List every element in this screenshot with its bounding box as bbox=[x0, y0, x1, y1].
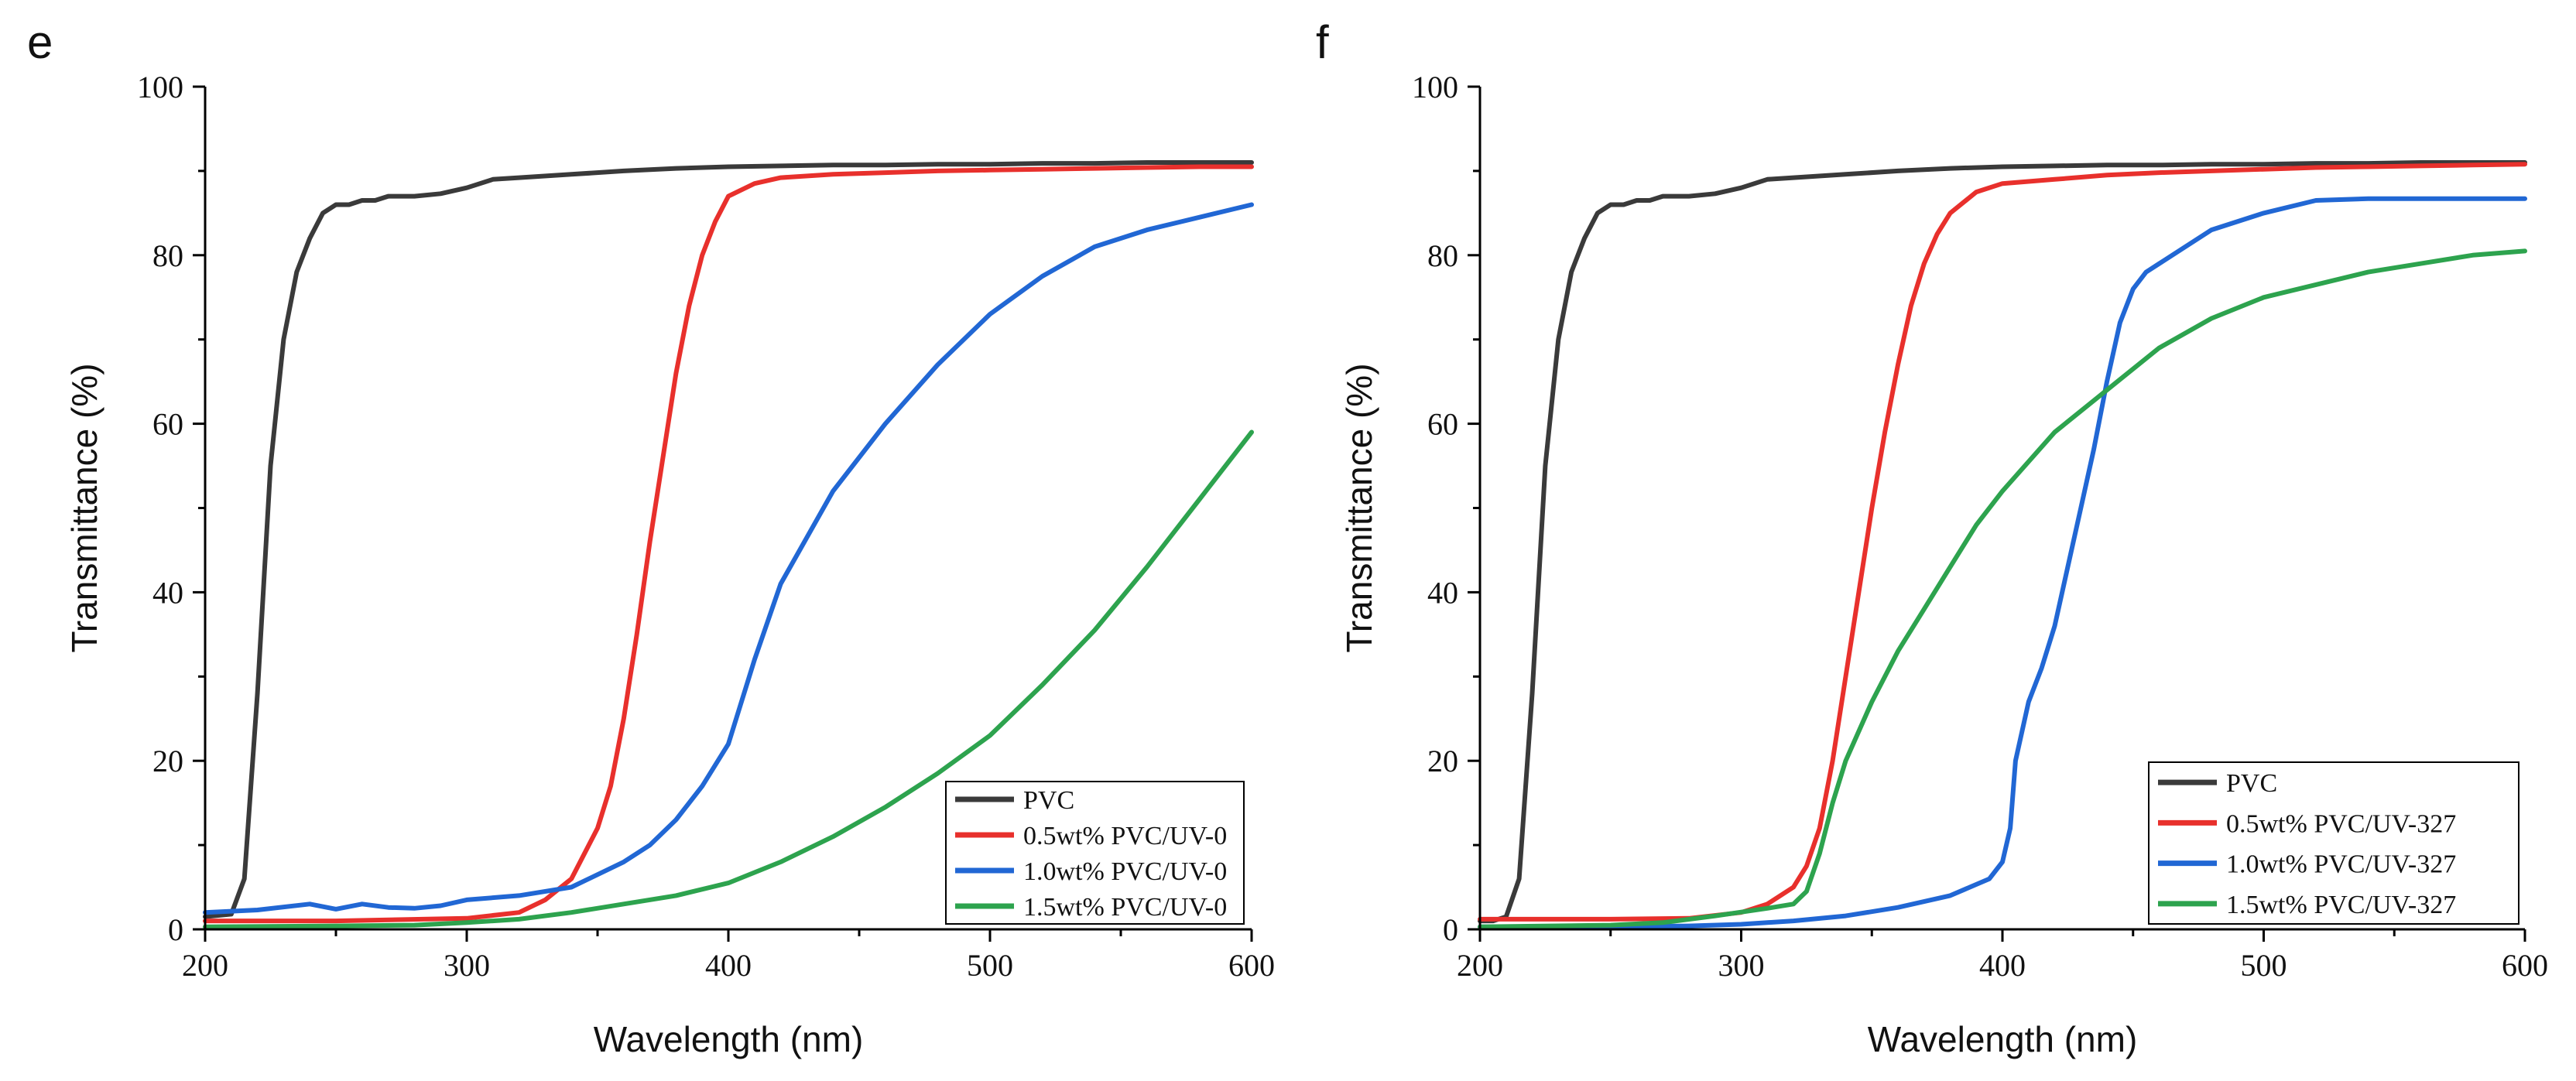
y-tick-label: 0 bbox=[168, 912, 183, 947]
legend-box bbox=[945, 781, 1245, 925]
x-tick-label: 200 bbox=[182, 948, 228, 983]
y-tick-label: 100 bbox=[137, 70, 183, 104]
series-group bbox=[203, 160, 1254, 929]
panel-e: e 200 300 400 500 600 0 20 40 60 80 100 Wavelength (… bbox=[27, 16, 1275, 1059]
y-tick-label: 60 bbox=[152, 407, 183, 442]
y-tick-label: 100 bbox=[1412, 70, 1458, 104]
x-tick-label: 600 bbox=[1228, 948, 1275, 983]
x-tick-label: 300 bbox=[1718, 948, 1765, 983]
y-tick-label: 0 bbox=[1443, 912, 1458, 947]
legend-label-1: 0.5wt% PVC/UV-0 bbox=[1023, 822, 1227, 850]
y-tick-label: 20 bbox=[1427, 744, 1458, 778]
x-tick-label: 500 bbox=[2241, 948, 2287, 983]
y-tick-label: 60 bbox=[1427, 407, 1458, 442]
x-tick-label: 500 bbox=[967, 948, 1013, 983]
x-tick-label: 200 bbox=[1457, 948, 1503, 983]
series-line-0 bbox=[1478, 160, 2527, 924]
y-axis-title: Transmittance (%) bbox=[64, 363, 104, 652]
legend: PVC 0.5wt% PVC/UV-0 1.0wt% PVC/UV-0 1.5wt% … bbox=[945, 781, 1245, 925]
panel-letter: f bbox=[1316, 16, 1329, 68]
legend: PVC 0.5wt% PVC/UV-327 1.0wt% PVC/UV-327 1.5… bbox=[2148, 761, 2519, 925]
series-line-1 bbox=[1478, 162, 2527, 922]
x-tick-label: 400 bbox=[1979, 948, 2026, 983]
y-tick-label: 80 bbox=[152, 238, 183, 273]
y-tick-label: 40 bbox=[1427, 575, 1458, 610]
x-tick-label: 400 bbox=[705, 948, 752, 983]
series-group bbox=[1478, 160, 2527, 929]
legend-box bbox=[2148, 761, 2519, 925]
legend-label-2: 1.0wt% PVC/UV-327 bbox=[2226, 850, 2456, 879]
y-tick-label: 80 bbox=[1427, 238, 1458, 273]
legend-label-3: 1.5wt% PVC/UV-0 bbox=[1023, 893, 1227, 922]
x-axis-title: Wavelength (nm) bbox=[594, 1019, 864, 1059]
legend-label-0: PVC bbox=[1023, 786, 1074, 815]
legend-label-1: 0.5wt% PVC/UV-327 bbox=[2226, 809, 2456, 838]
x-tick-label: 300 bbox=[444, 948, 490, 983]
series-line-3 bbox=[203, 429, 1254, 929]
x-axis-title: Wavelength (nm) bbox=[1868, 1019, 2138, 1059]
series-line-3 bbox=[1478, 248, 2527, 929]
series-line-2 bbox=[1478, 196, 2527, 929]
legend-label-3: 1.5wt% PVC/UV-327 bbox=[2226, 891, 2456, 919]
legend-label-0: PVC bbox=[2226, 769, 2277, 798]
series-line-2 bbox=[203, 202, 1254, 915]
legend-label-2: 1.0wt% PVC/UV-0 bbox=[1023, 857, 1227, 886]
series-line-0 bbox=[203, 160, 1254, 919]
y-tick-label: 40 bbox=[152, 575, 183, 610]
panel-letter: e bbox=[27, 16, 53, 68]
x-tick-label: 600 bbox=[2502, 948, 2548, 983]
panel-f: f 200 300 400 500 600 0 20 40 60 80 100 Wavelength (… bbox=[1316, 16, 2548, 1059]
y-axis-title: Transmittance (%) bbox=[1339, 363, 1379, 652]
y-tick-label: 20 bbox=[152, 744, 183, 778]
